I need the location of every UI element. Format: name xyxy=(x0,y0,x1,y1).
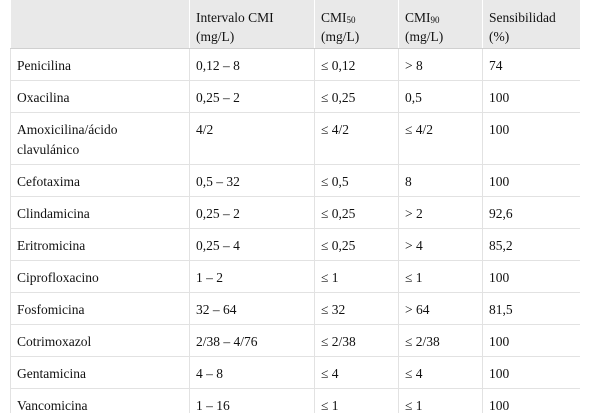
header-mic50: CMI50 (mg/L) xyxy=(314,0,399,49)
cell-mic-range: 1 – 2 xyxy=(189,260,315,293)
table-header: Intervalo CMI (mg/L) CMI50 (mg/L) CMI90 … xyxy=(10,0,580,49)
cell-mic90: > 8 xyxy=(398,48,483,81)
cell-mic90: > 2 xyxy=(398,196,483,229)
cell-sensitivity: 100 xyxy=(482,164,580,197)
cell-mic90: ≤ 4 xyxy=(398,356,483,389)
cell-mic50: ≤ 4 xyxy=(314,356,399,389)
header-mic-range-unit: (mg/L) xyxy=(196,29,235,44)
cell-mic-range: 4/2 xyxy=(189,112,315,165)
cell-mic-range: 0,25 – 2 xyxy=(189,80,315,113)
table-row: Cotrimoxazol 2/38 – 4/76 ≤ 2/38 ≤ 2/38 1… xyxy=(10,324,580,357)
cell-mic90: > 64 xyxy=(398,292,483,325)
cell-mic-range: 0,12 – 8 xyxy=(189,48,315,81)
cell-mic-range: 1 – 16 xyxy=(189,388,315,413)
cell-mic-range: 4 – 8 xyxy=(189,356,315,389)
cell-sensitivity: 74 xyxy=(482,48,580,81)
header-antibiotic xyxy=(10,0,190,49)
table-row: Cefotaxima 0,5 – 32 ≤ 0,5 8 100 xyxy=(10,164,580,197)
cell-mic50: ≤ 32 xyxy=(314,292,399,325)
cell-mic-range: 0,25 – 2 xyxy=(189,196,315,229)
cell-sensitivity: 92,6 xyxy=(482,196,580,229)
cell-antibiotic: Eritromicina xyxy=(10,228,190,261)
cell-sensitivity: 100 xyxy=(482,356,580,389)
cell-sensitivity: 100 xyxy=(482,112,580,165)
table-row: Ciprofloxacino 1 – 2 ≤ 1 ≤ 1 100 xyxy=(10,260,580,293)
header-mic50-subscript: 50 xyxy=(346,15,356,25)
cell-mic90: ≤ 2/38 xyxy=(398,324,483,357)
cell-antibiotic: Penicilina xyxy=(10,48,190,81)
table-body: Penicilina 0,12 – 8 ≤ 0,12 > 8 74 Oxacil… xyxy=(10,48,580,413)
cell-antibiotic: Amoxicilina/ácido clavulánico xyxy=(10,112,190,165)
cell-antibiotic: Fosfomicina xyxy=(10,292,190,325)
cell-mic90: 0,5 xyxy=(398,80,483,113)
cell-mic90: > 4 xyxy=(398,228,483,261)
header-sensitivity-unit: (%) xyxy=(489,29,510,44)
table-row: Oxacilina 0,25 – 2 ≤ 0,25 0,5 100 xyxy=(10,80,580,113)
cell-antibiotic: Oxacilina xyxy=(10,80,190,113)
cell-antibiotic: Cefotaxima xyxy=(10,164,190,197)
cell-sensitivity: 85,2 xyxy=(482,228,580,261)
cell-antibiotic: Clindamicina xyxy=(10,196,190,229)
cell-mic-range: 0,25 – 4 xyxy=(189,228,315,261)
header-mic90-unit: (mg/L) xyxy=(405,29,444,44)
cell-mic50: ≤ 0,25 xyxy=(314,196,399,229)
cell-mic50: ≤ 1 xyxy=(314,388,399,413)
cell-mic90: 8 xyxy=(398,164,483,197)
cell-mic50: ≤ 4/2 xyxy=(314,112,399,165)
cell-sensitivity: 100 xyxy=(482,80,580,113)
cell-mic-range: 2/38 – 4/76 xyxy=(189,324,315,357)
header-mic50-unit: (mg/L) xyxy=(321,29,360,44)
header-mic50-title: CMI xyxy=(321,10,347,25)
cell-sensitivity: 81,5 xyxy=(482,292,580,325)
susceptibility-table-container: Intervalo CMI (mg/L) CMI50 (mg/L) CMI90 … xyxy=(10,0,580,413)
header-mic90-subscript: 90 xyxy=(430,15,440,25)
susceptibility-table: Intervalo CMI (mg/L) CMI50 (mg/L) CMI90 … xyxy=(10,0,580,413)
cell-antibiotic: Ciprofloxacino xyxy=(10,260,190,293)
cell-mic90: ≤ 1 xyxy=(398,388,483,413)
cell-antibiotic: Gentamicina xyxy=(10,356,190,389)
table-row: Vancomicina 1 – 16 ≤ 1 ≤ 1 100 xyxy=(10,388,580,413)
cell-mic-range: 32 – 64 xyxy=(189,292,315,325)
header-row: Intervalo CMI (mg/L) CMI50 (mg/L) CMI90 … xyxy=(10,0,580,49)
cell-mic50: ≤ 0,25 xyxy=(314,80,399,113)
cell-mic50: ≤ 0,12 xyxy=(314,48,399,81)
header-mic90-title: CMI xyxy=(405,10,431,25)
cell-antibiotic: Vancomicina xyxy=(10,388,190,413)
cell-mic90: ≤ 1 xyxy=(398,260,483,293)
table-row: Clindamicina 0,25 – 2 ≤ 0,25 > 2 92,6 xyxy=(10,196,580,229)
table-row: Eritromicina 0,25 – 4 ≤ 0,25 > 4 85,2 xyxy=(10,228,580,261)
cell-antibiotic: Cotrimoxazol xyxy=(10,324,190,357)
table-row: Gentamicina 4 – 8 ≤ 4 ≤ 4 100 xyxy=(10,356,580,389)
cell-mic50: ≤ 0,5 xyxy=(314,164,399,197)
header-sensitivity: Sensibilidad (%) xyxy=(482,0,580,49)
header-mic-range: Intervalo CMI (mg/L) xyxy=(189,0,315,49)
table-row: Fosfomicina 32 – 64 ≤ 32 > 64 81,5 xyxy=(10,292,580,325)
cell-mic50: ≤ 1 xyxy=(314,260,399,293)
cell-mic90: ≤ 4/2 xyxy=(398,112,483,165)
cell-mic50: ≤ 0,25 xyxy=(314,228,399,261)
cell-mic-range: 0,5 – 32 xyxy=(189,164,315,197)
cell-sensitivity: 100 xyxy=(482,388,580,413)
table-row: Penicilina 0,12 – 8 ≤ 0,12 > 8 74 xyxy=(10,48,580,81)
header-mic-range-title: Intervalo CMI xyxy=(196,10,274,25)
cell-sensitivity: 100 xyxy=(482,324,580,357)
header-mic90: CMI90 (mg/L) xyxy=(398,0,483,49)
cell-mic50: ≤ 2/38 xyxy=(314,324,399,357)
table-row: Amoxicilina/ácido clavulánico 4/2 ≤ 4/2 … xyxy=(10,112,580,165)
cell-sensitivity: 100 xyxy=(482,260,580,293)
header-sensitivity-title: Sensibilidad xyxy=(489,10,556,25)
